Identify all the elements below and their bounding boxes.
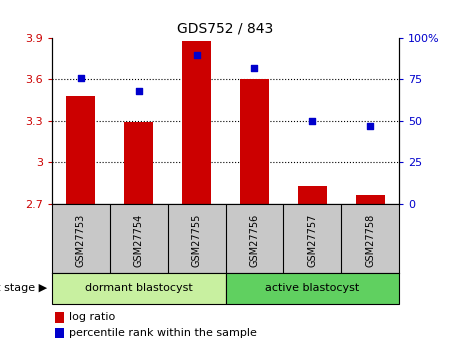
Text: GSM27754: GSM27754 [133, 214, 144, 267]
Bar [356, 195, 385, 204]
Bar [298, 186, 327, 204]
Title: GDS752 / 843: GDS752 / 843 [177, 21, 274, 36]
Bar [55, 328, 64, 338]
FancyBboxPatch shape [226, 273, 399, 304]
Bar [124, 122, 153, 204]
Point [367, 123, 374, 128]
Text: GSM27758: GSM27758 [365, 214, 375, 267]
Bar [55, 312, 64, 323]
Bar [240, 79, 269, 204]
Text: GSM27753: GSM27753 [76, 214, 86, 267]
Text: GSM27755: GSM27755 [192, 214, 202, 267]
Point [251, 65, 258, 70]
Point [308, 118, 316, 124]
Text: active blastocyst: active blastocyst [265, 283, 359, 293]
FancyBboxPatch shape [52, 273, 226, 304]
Text: percentile rank within the sample: percentile rank within the sample [69, 328, 257, 338]
Bar [182, 41, 211, 204]
Text: log ratio: log ratio [69, 313, 115, 322]
Text: GSM27756: GSM27756 [249, 214, 259, 267]
Text: development stage ▶: development stage ▶ [0, 283, 47, 293]
Text: GSM27757: GSM27757 [307, 214, 318, 267]
Point [77, 75, 84, 80]
Bar [66, 96, 95, 204]
Text: dormant blastocyst: dormant blastocyst [85, 283, 193, 293]
Point [135, 88, 142, 94]
Point [193, 52, 200, 57]
